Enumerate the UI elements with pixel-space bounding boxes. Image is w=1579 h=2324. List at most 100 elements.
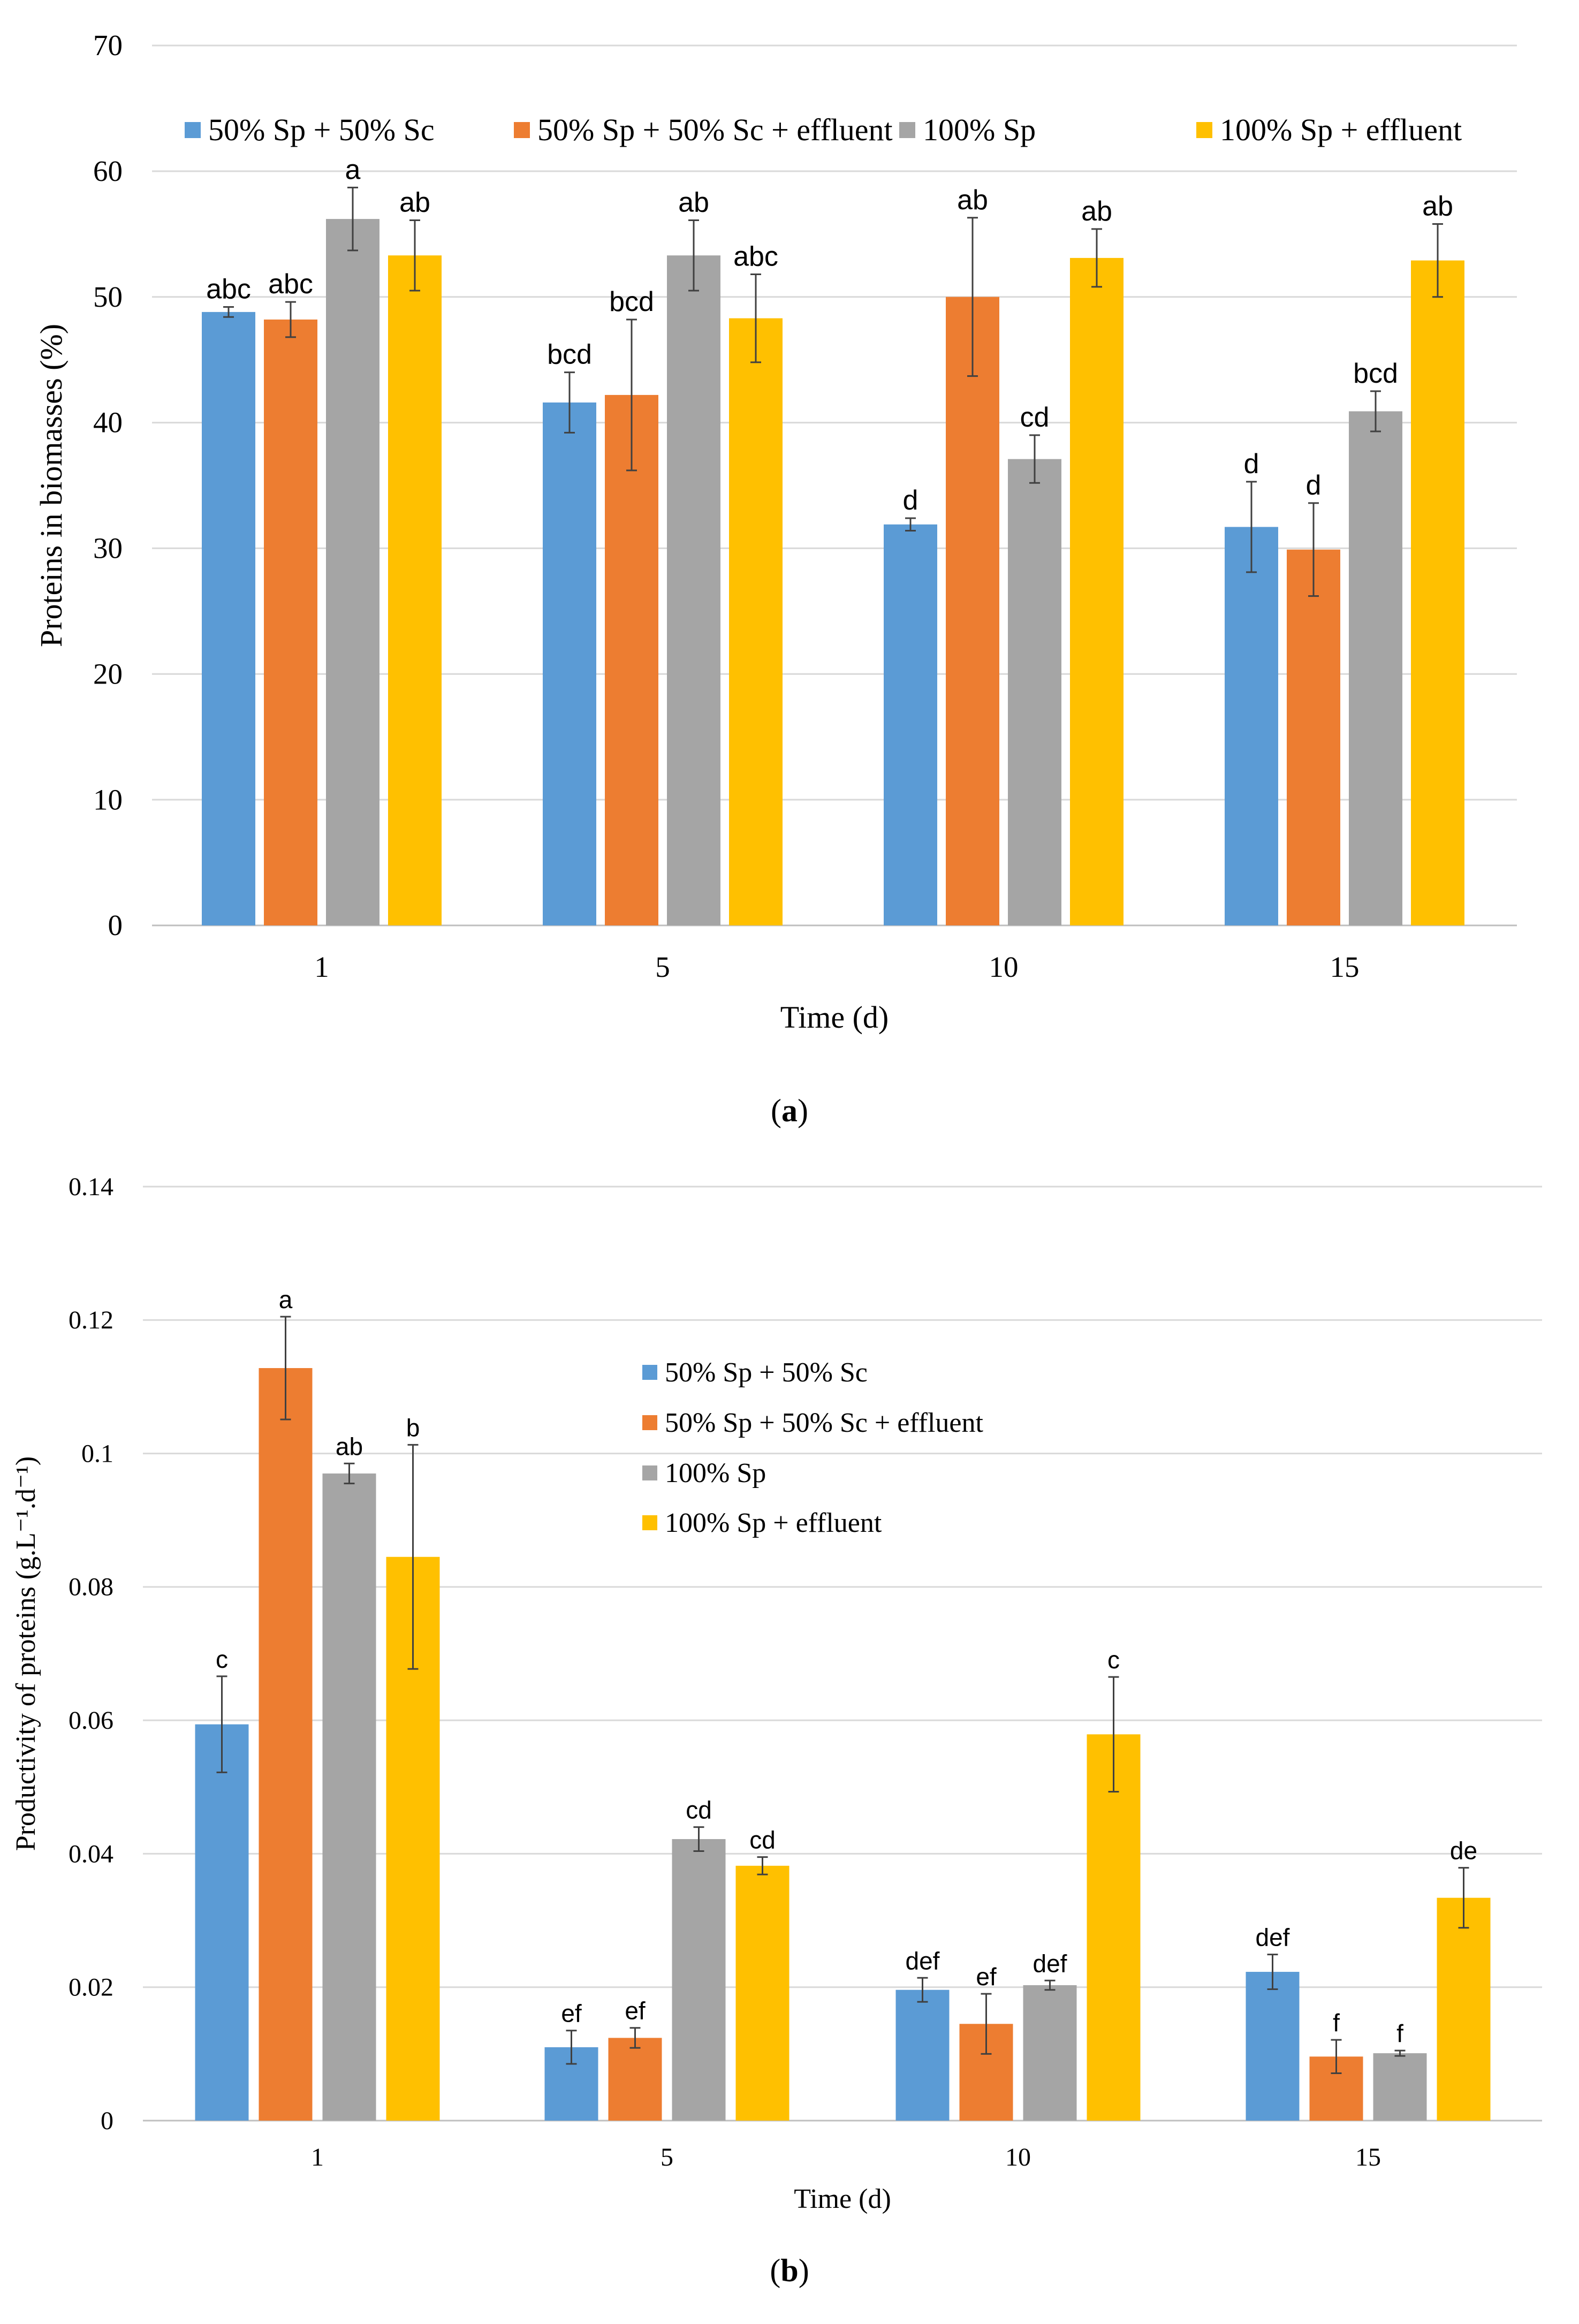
y-tick-label: 40 xyxy=(93,406,123,439)
bar xyxy=(895,1989,950,2121)
significance-letter: d xyxy=(903,485,918,516)
bar xyxy=(1437,1897,1491,2121)
y-tick-label: 30 xyxy=(93,532,123,565)
legend-swatch xyxy=(642,1465,657,1480)
significance-letter: abc xyxy=(206,274,251,305)
significance-letter: f xyxy=(1396,2019,1403,2047)
legend-label: 50% Sp + 50% Sc xyxy=(208,112,435,147)
y-tick-label: 10 xyxy=(93,783,123,816)
bar xyxy=(884,524,937,925)
caption-letter: b xyxy=(780,2253,798,2288)
significance-letter: cd xyxy=(1020,402,1050,433)
y-tick-label: 0.04 xyxy=(69,1840,113,1868)
y-tick-label: 0 xyxy=(108,909,123,941)
bar xyxy=(259,1368,313,2121)
significance-letter: ab xyxy=(678,187,709,218)
x-tick-label: 10 xyxy=(989,951,1019,983)
x-tick-label: 5 xyxy=(655,951,670,983)
bar xyxy=(946,297,999,925)
y-axis-title: Productivity of proteins (g.L⁻¹.d⁻¹) xyxy=(11,1456,41,1851)
chart-a-proteins-percent: 0 10 20 30 40 50 60 70 abc bcd d d abc bcd ab d a ab cd bcd… xyxy=(34,29,1517,1128)
significance-letter: b xyxy=(406,1414,420,1441)
legend-swatch xyxy=(642,1515,657,1530)
significance-letter: a xyxy=(345,154,361,185)
y-tick-label: 20 xyxy=(93,657,123,690)
significance-letter: abc xyxy=(268,269,313,300)
x-tick-label: 5 xyxy=(661,2143,673,2171)
legend-label: 100% Sp + effluent xyxy=(1220,112,1462,147)
significance-letter: ab xyxy=(957,185,988,216)
figure-caption: (b) xyxy=(770,2253,809,2288)
significance-letter: ab xyxy=(399,187,430,218)
bar xyxy=(608,2038,662,2121)
bar xyxy=(1373,2053,1427,2121)
significance-letter: cd xyxy=(686,1796,712,1824)
bar xyxy=(326,219,379,926)
bar xyxy=(667,255,720,925)
significance-letter: a xyxy=(279,1286,293,1313)
bar xyxy=(1349,411,1402,925)
significance-letter: ab xyxy=(1081,196,1112,227)
significance-letter: de xyxy=(1450,1837,1477,1865)
legend-label: 50% Sp + 50% Sc + effluent xyxy=(665,1408,984,1438)
bar xyxy=(1087,1734,1141,2121)
significance-letter: d xyxy=(1244,449,1259,480)
y-axis-title: Proteins in biomasses (%) xyxy=(34,324,69,647)
significance-letter: bcd xyxy=(609,286,654,317)
y-tick-label: 0.02 xyxy=(69,1973,113,2002)
bar xyxy=(1411,260,1464,925)
bar xyxy=(264,319,317,926)
bar xyxy=(672,1839,726,2121)
x-tick-label: 1 xyxy=(311,2143,324,2171)
legend-swatch xyxy=(642,1415,657,1430)
significance-letter: c xyxy=(1107,1646,1120,1674)
significance-letter: ab xyxy=(1422,191,1453,222)
bar xyxy=(1225,527,1278,925)
caption-letter: a xyxy=(781,1093,798,1128)
bar xyxy=(543,402,596,925)
bar xyxy=(1023,1985,1077,2121)
bar xyxy=(202,312,255,925)
y-tick-label: 0.12 xyxy=(69,1306,113,1334)
significance-letter: ef xyxy=(561,2000,582,2027)
legend-swatch xyxy=(899,122,915,138)
bar xyxy=(322,1473,376,2121)
legend: 50% Sp + 50% Sc 50% Sp + 50% Sc + effluen… xyxy=(642,1357,984,1538)
significance-letter: cd xyxy=(749,1826,776,1854)
significance-letter: ab xyxy=(336,1432,363,1460)
bar xyxy=(729,318,783,925)
x-tick-label: 15 xyxy=(1330,951,1360,983)
significance-letter: def xyxy=(1256,1924,1290,1951)
significance-letter: ef xyxy=(625,1997,646,2025)
y-tick-label: 0.08 xyxy=(69,1573,113,1601)
legend-label: 100% Sp xyxy=(923,112,1036,147)
bar xyxy=(605,394,658,925)
bar xyxy=(735,1865,790,2121)
y-tick-label: 0.1 xyxy=(81,1439,113,1468)
significance-letter: def xyxy=(906,1947,940,1974)
significance-letter: abc xyxy=(733,241,778,272)
figure-caption: (a) xyxy=(771,1093,808,1128)
chart-b-protein-productivity: 00.020.040.060.080.10.120.14cefdefdefaef… xyxy=(11,1173,1542,2288)
significance-letter: d xyxy=(1306,470,1322,501)
legend-label: 50% Sp + 50% Sc xyxy=(665,1357,868,1388)
x-tick-label: 10 xyxy=(1005,2143,1031,2171)
y-tick-label: 50 xyxy=(93,280,123,313)
y-tick-label: 0 xyxy=(101,2107,113,2135)
legend-swatch xyxy=(514,122,530,138)
bar xyxy=(388,255,442,925)
significance-letter: ef xyxy=(976,1963,997,1991)
x-tick-label: 15 xyxy=(1355,2143,1381,2171)
bar xyxy=(1246,1972,1300,2121)
significance-letter: bcd xyxy=(1353,358,1398,389)
legend-label: 50% Sp + 50% Sc + effluent xyxy=(537,112,893,147)
significance-letter: def xyxy=(1033,1949,1067,1977)
y-tick-label: 0.14 xyxy=(69,1173,113,1201)
legend-swatch xyxy=(1196,122,1212,138)
legend-label: 100% Sp + effluent xyxy=(665,1508,882,1538)
legend: 50% Sp + 50% Sc 50% Sp + 50% Sc + effluen… xyxy=(185,112,1462,147)
significance-letter: f xyxy=(1333,2009,1340,2037)
significance-letter: c xyxy=(216,1645,228,1673)
bar xyxy=(1008,459,1061,925)
